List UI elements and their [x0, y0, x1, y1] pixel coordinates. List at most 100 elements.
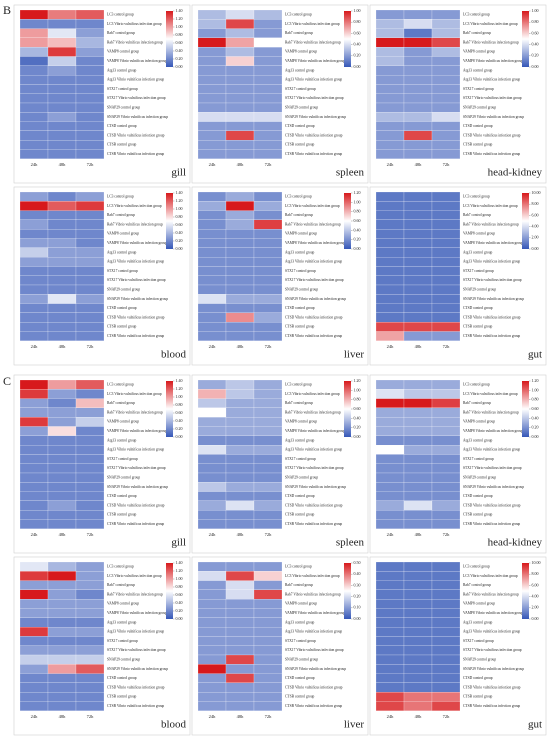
x-tick-label: 24h [387, 344, 395, 349]
heat-cell [375, 219, 405, 230]
row-label: LC3 Vibrio vulnificus infection group [107, 392, 162, 396]
heat-cell [431, 331, 461, 341]
heat-cell [19, 500, 49, 511]
heat-cell [403, 93, 433, 104]
row-label: Atg13 Vibrio vulnificus infection group [463, 260, 520, 264]
heat-cell [375, 37, 405, 48]
colorbar [344, 381, 351, 437]
heat-cell [375, 84, 405, 94]
x-tick-label: 72h [265, 162, 273, 167]
heat-cell [197, 37, 227, 48]
row-label: SNAP29 control group [463, 287, 496, 291]
heat-cell [431, 47, 461, 57]
row-label: LC3 control group [285, 564, 312, 568]
heat-cell [197, 303, 227, 314]
heat-cell [47, 191, 77, 202]
heat-cell [197, 407, 227, 418]
heat-cell [47, 571, 77, 581]
colorbar-tick-label: 0.40 [176, 48, 183, 53]
row-label: SNAP29 control group [107, 475, 140, 479]
x-tick-label: 72h [87, 532, 95, 537]
heat-cell [375, 491, 405, 502]
colorbar-tick-label: 4.00 [532, 594, 539, 599]
row-label: CTSB Vibrio vulnificus infection group [463, 152, 520, 156]
heat-cell [403, 294, 433, 304]
heat-cell [431, 9, 461, 20]
heat-cell [431, 210, 461, 221]
x-tick-label: 24h [387, 162, 395, 167]
heat-cell [375, 56, 405, 66]
heat-cell [19, 219, 49, 230]
row-label: STX17 control group [463, 87, 494, 91]
heat-cell [19, 47, 49, 57]
heat-cell [403, 219, 433, 230]
heat-cell [225, 229, 255, 239]
heat-cell [197, 599, 227, 609]
x-tick-label: 48h [237, 532, 245, 537]
row-label: CTSD control group [285, 676, 315, 680]
heat-cell [253, 284, 283, 295]
heat-cell [75, 257, 105, 267]
row-label: CTSD control group [107, 494, 137, 498]
heat-cell [75, 201, 105, 211]
heat-cell [225, 589, 255, 600]
row-label: CTSB Vibrio vulnificus infection group [463, 704, 520, 708]
heat-cell [225, 210, 255, 221]
heat-cell [197, 74, 227, 85]
heat-cell [47, 417, 77, 427]
heat-cell [225, 561, 255, 572]
heat-cell [75, 379, 105, 390]
heat-cell [253, 491, 283, 502]
heat-cell [431, 617, 461, 628]
heat-cell [75, 561, 105, 572]
chart-title: liver [344, 719, 364, 731]
heat-cell [253, 589, 283, 600]
heat-cell [19, 407, 49, 418]
heat-cell [375, 284, 405, 295]
heat-cell [19, 322, 49, 332]
heat-cell [403, 266, 433, 276]
heat-cell [197, 482, 227, 492]
heat-cell [403, 201, 433, 211]
row-label: CTSB control group [107, 695, 137, 699]
heat-cell [375, 654, 405, 665]
row-label: Atg13 Vibrio vulnificus infection group [107, 260, 164, 264]
heat-cell [197, 47, 227, 57]
heat-cell [225, 435, 255, 446]
heat-cell [225, 56, 255, 66]
heat-cell [403, 580, 433, 590]
colorbar [166, 563, 173, 619]
heat-cell [253, 257, 283, 267]
heat-cell [253, 112, 283, 122]
heat-cell [375, 599, 405, 609]
row-label: STX17 Vibrio vulnificus infection group [285, 96, 344, 100]
heat-cell [375, 229, 405, 239]
heat-cell [75, 701, 105, 711]
heat-cell [197, 626, 227, 637]
row-label: CTSD control group [463, 124, 493, 128]
row-label: Rab7 Vibrio vulnificus infection group [107, 592, 163, 596]
row-label: SNAP29 Vibrio vulnificus infection group [463, 667, 524, 671]
colorbar-tick-label: 1.00 [354, 199, 361, 204]
colorbar-tick-label: 0.00 [176, 434, 183, 439]
row-label: Rab7 control group [463, 401, 491, 405]
heat-cell [253, 312, 283, 323]
heat-cell [197, 417, 227, 427]
colorbar-tick-label: 0.40 [354, 415, 361, 420]
row-label: CTSB control group [463, 325, 493, 329]
heat-cell [375, 9, 405, 20]
heat-cell [225, 93, 255, 104]
heat-cell [375, 322, 405, 332]
heat-cell [47, 636, 77, 646]
x-tick-label: 48h [415, 344, 423, 349]
heat-cell [375, 266, 405, 276]
colorbar-tick-label: 1.20 [354, 190, 361, 195]
heat-cell [375, 28, 405, 39]
heat-cell [47, 65, 77, 76]
colorbar-tick-label: 0.00 [532, 434, 539, 439]
heat-cell [19, 561, 49, 572]
heat-cell [47, 102, 77, 113]
heat-cell [19, 491, 49, 502]
heat-cell [75, 312, 105, 323]
x-tick-label: 48h [59, 162, 67, 167]
